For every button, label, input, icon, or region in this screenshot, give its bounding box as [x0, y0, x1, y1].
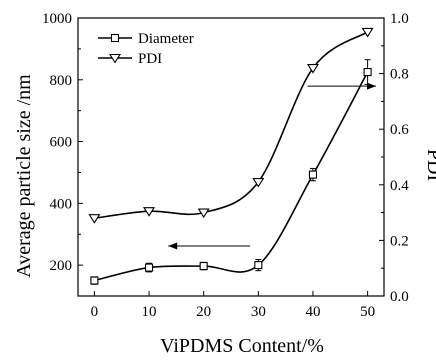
diameter-point: [199, 261, 208, 271]
arrow-to-right-axis-head: [367, 82, 376, 90]
y2-tick-label: 0.8: [390, 67, 409, 83]
diameter-point: [90, 276, 99, 285]
diameter-curve: [94, 71, 369, 282]
y-axis-label: Average particle size /nm: [13, 74, 35, 278]
diameter-point: [363, 68, 372, 77]
x-axis-label: ViPDMS Content/%: [160, 335, 324, 357]
diameter-point: [254, 261, 263, 270]
y2-tick-label: 1.0: [390, 11, 409, 27]
pdi-legend-marker: [109, 53, 121, 64]
y-tick-label: 600: [50, 135, 73, 151]
y2-tick-label: 0.0: [390, 289, 409, 305]
y-tick-label: 800: [50, 73, 73, 89]
x-tick-label: 0: [91, 304, 99, 320]
y2-tick-label: 0.2: [390, 233, 409, 249]
plot-area-border: [77, 17, 385, 297]
pdi-point: [252, 177, 265, 188]
arrow-to-left-axis-head: [168, 242, 178, 250]
x-tick-label: 10: [142, 304, 157, 320]
x-tick-label: 50: [360, 304, 375, 320]
diameter-legend-label: Diameter: [138, 31, 194, 47]
legend: Diameter PDI: [98, 31, 194, 67]
axis-arrows: [168, 82, 376, 250]
y-tick-label: 400: [50, 196, 73, 212]
y2-tick-label: 0.4: [390, 178, 409, 194]
y-tick-label: 1000: [42, 11, 72, 27]
ticks: 0 10 20 30 40 50 200 400 600 800 1000 0.0 0.2 0.4 0.6 0…: [42, 11, 409, 320]
data-points: [88, 27, 374, 285]
x-tick-label: 40: [305, 304, 320, 320]
pdi-point: [88, 214, 101, 224]
diameter-legend-marker: [110, 33, 120, 43]
diameter-point: [308, 170, 318, 179]
diameter-point: [144, 263, 154, 272]
pdi-point: [197, 208, 210, 219]
pdi-curve: [94, 31, 369, 219]
y2-axis-label: PDI: [423, 149, 436, 181]
pdi-legend-label: PDI: [138, 51, 162, 67]
y-tick-label: 200: [50, 258, 73, 274]
pdi-point: [306, 63, 319, 74]
pdi-point: [361, 27, 374, 38]
x-tick-label: 20: [196, 304, 211, 320]
fit-curves: [94, 31, 369, 282]
plot-frame: [77, 17, 385, 297]
x-tick-label: 30: [251, 304, 266, 320]
pdi-point: [143, 207, 156, 217]
y2-tick-label: 0.6: [390, 122, 409, 138]
